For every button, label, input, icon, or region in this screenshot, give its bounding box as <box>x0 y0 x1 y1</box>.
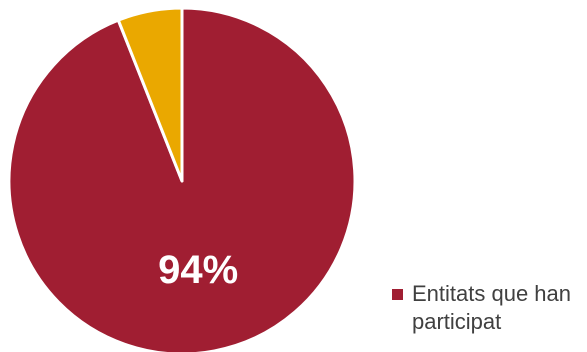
legend-label: Entitats que han participat <box>412 281 572 334</box>
pie-data-label-0: 94% <box>158 248 238 292</box>
legend-swatch <box>392 289 403 300</box>
pie-slice-0 <box>7 6 357 352</box>
pie-slice-1 <box>116 6 184 183</box>
